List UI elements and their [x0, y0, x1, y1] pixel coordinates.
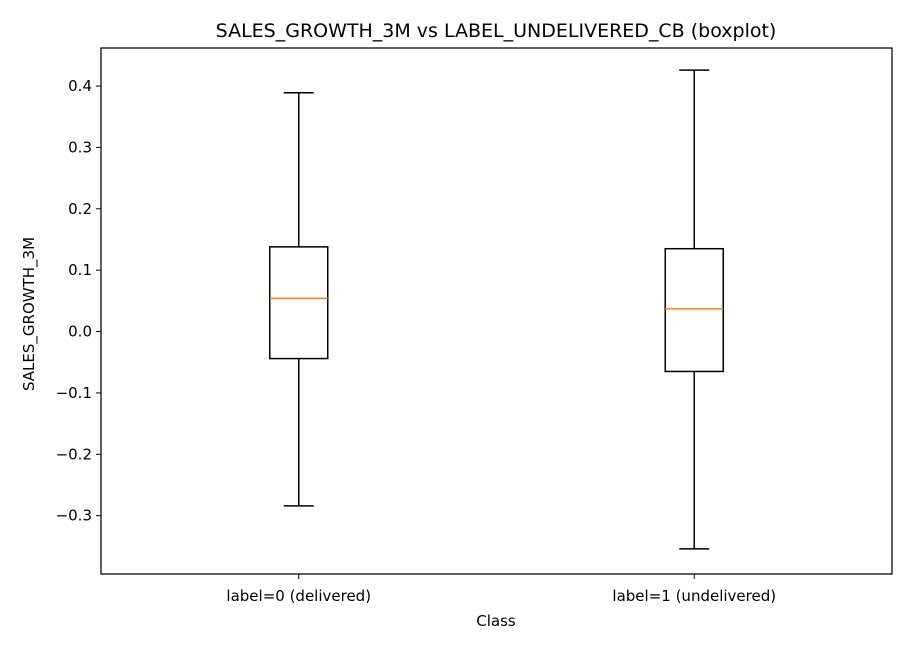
y-tick-label: 0.0: [68, 323, 92, 341]
y-tick-label: 0.1: [68, 261, 92, 279]
x-tick-label: label=0 (delivered): [226, 587, 371, 605]
plot-frame: [100, 47, 893, 575]
box-0: [269, 92, 329, 507]
y-tick-label: −0.2: [56, 445, 92, 463]
chart-title: SALES_GROWTH_3M vs LABEL_UNDELIVERED_CB …: [216, 20, 777, 42]
iqr-box: [269, 246, 329, 360]
x-tick-label: label=1 (undelivered): [612, 587, 776, 605]
boxes-group: [269, 69, 724, 550]
x-axis-label: Class: [476, 612, 516, 630]
y-tick-label: 0.2: [68, 200, 92, 218]
y-tick-label: −0.3: [56, 507, 92, 525]
iqr-box: [664, 247, 724, 373]
y-tick-label: −0.1: [56, 384, 92, 402]
y-tick-label: 0.4: [68, 77, 92, 95]
y-axis: −0.3 −0.2 −0.1 0.0 0.1 0.2 0.3 0.4: [56, 77, 101, 525]
x-axis: label=0 (delivered) label=1 (undelivered): [226, 574, 776, 605]
box-1: [664, 69, 724, 550]
y-tick-label: 0.3: [68, 138, 92, 156]
y-axis-label: SALES_GROWTH_3M: [20, 237, 39, 391]
